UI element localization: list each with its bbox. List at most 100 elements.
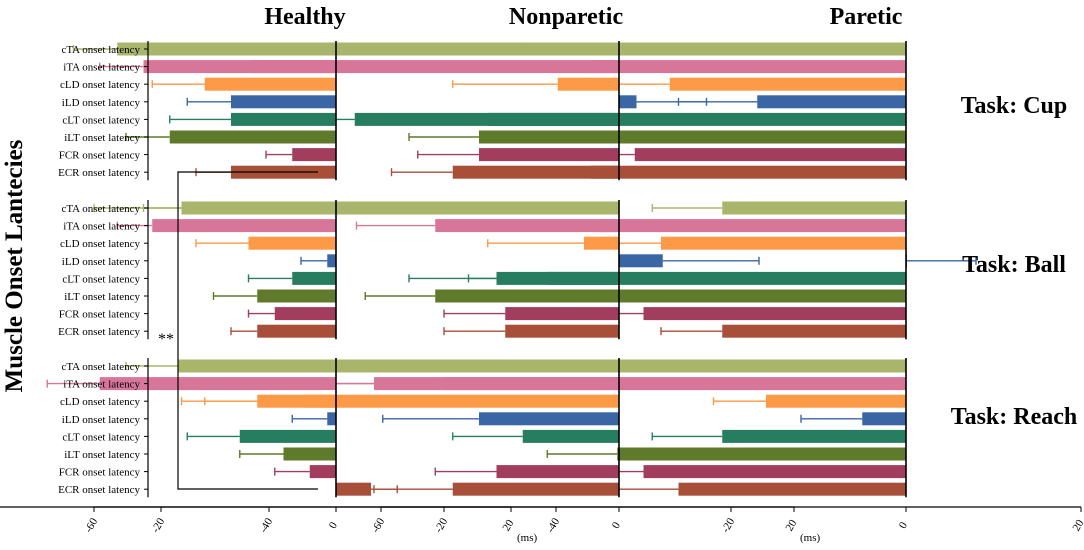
significance-marker: ** — [158, 331, 174, 348]
bar-paretic-task-cup-ita-onset-latency — [591, 60, 906, 74]
bar-healthy-task-reach-ita-onset-latency — [99, 377, 336, 391]
bar-paretic-task-cup-cta-onset-latency — [617, 42, 906, 56]
title-paretic: Paretic — [830, 4, 903, 30]
x-tick-label: -20 — [433, 516, 451, 535]
x-tick-label: 20 — [783, 517, 799, 533]
bar-paretic-task-cup-cld-onset-latency — [669, 77, 906, 91]
bar-paretic-task-reach-ita-onset-latency — [442, 377, 906, 391]
x-tick-label: 0 — [327, 520, 340, 531]
category-label-ita-onset-latency: iTA onset latency — [63, 379, 140, 391]
bar-paretic-task-reach-clt-onset-latency — [722, 429, 906, 443]
bar-paretic-task-ball-cta-onset-latency — [722, 201, 906, 215]
category-label-ecr-onset-latency: ECR onset latency — [58, 167, 140, 179]
bar-nonparetic-task-reach-clt-onset-latency — [522, 429, 619, 443]
label-task-cup: Task: Cup — [961, 93, 1068, 119]
bar-healthy-task-cup-ild-onset-latency — [231, 95, 336, 109]
bar-healthy-task-ball-clt-onset-latency — [292, 271, 336, 285]
bar-paretic-task-reach-cta-onset-latency — [529, 359, 906, 373]
bar-healthy-task-reach-fcr-onset-latency — [309, 465, 336, 479]
category-label-ild-onset-latency: iLD onset latency — [62, 414, 141, 426]
category-label-cta-onset-latency: cTA onset latency — [61, 44, 140, 56]
category-label-ild-onset-latency: iLD onset latency — [62, 97, 141, 109]
category-label-ita-onset-latency: iTA onset latency — [63, 62, 140, 74]
axes-layer — [0, 41, 1082, 512]
category-label-fcr-onset-latency: FCR onset latency — [59, 467, 141, 479]
category-label-ecr-onset-latency: ECR onset latency — [58, 326, 140, 338]
title-healthy: Healthy — [264, 4, 345, 30]
bar-nonparetic-task-cup-cld-onset-latency — [557, 77, 619, 91]
category-label-ecr-onset-latency: ECR onset latency — [58, 484, 140, 496]
x-unit-label: (ms) — [800, 532, 821, 544]
bar-paretic-task-cup-ilt-onset-latency — [556, 130, 906, 144]
label-task-reach: Task: Reach — [951, 404, 1077, 430]
bar-healthy-task-reach-ilt-onset-latency — [283, 447, 336, 461]
bar-paretic-task-cup-fcr-onset-latency — [634, 148, 906, 162]
category-label-ilt-onset-latency: iLT onset latency — [64, 291, 140, 303]
x-tick-label: -60 — [370, 516, 388, 535]
category-label-ita-onset-latency: iTA onset latency — [63, 221, 140, 233]
bar-nonparetic-task-cup-cta-onset-latency — [295, 42, 619, 56]
bar-healthy-task-reach-ecr-onset-latency — [336, 482, 371, 496]
category-label-fcr-onset-latency: FCR onset latency — [59, 309, 141, 321]
bar-healthy-task-cup-ilt-onset-latency — [169, 130, 336, 144]
bar-healthy-task-reach-ild-onset-latency — [327, 412, 336, 426]
bar-paretic-task-ball-fcr-onset-latency — [643, 307, 906, 321]
x-tick-label: -20 — [150, 516, 168, 535]
title-nonparetic: Nonparetic — [509, 4, 624, 30]
bar-paretic-task-ball-cld-onset-latency — [661, 236, 906, 250]
bar-paretic-task-reach-ecr-onset-latency — [678, 482, 906, 496]
bar-paretic-task-ball-ita-onset-latency — [599, 219, 906, 233]
bar-healthy-task-ball-ild-onset-latency — [327, 254, 336, 268]
x-tick-label: -20 — [720, 516, 738, 535]
category-label-ilt-onset-latency: iLT onset latency — [64, 132, 140, 144]
category-label-clt-onset-latency: cLT onset latency — [62, 431, 140, 443]
bar-nonparetic-task-ball-cta-onset-latency — [181, 201, 619, 215]
bar-healthy-task-ball-fcr-onset-latency — [274, 307, 336, 321]
bar-healthy-task-cup-fcr-onset-latency — [292, 148, 336, 162]
bar-nonparetic-task-ball-ild-onset-latency — [619, 254, 663, 268]
category-label-cld-onset-latency: cLD onset latency — [60, 79, 141, 91]
x-tick-label: 20 — [1070, 517, 1084, 533]
bar-paretic-task-reach-ilt-onset-latency — [617, 447, 906, 461]
x-tick-label: 0 — [610, 520, 623, 531]
category-label-clt-onset-latency: cLT onset latency — [62, 273, 140, 285]
bar-healthy-task-ball-ilt-onset-latency — [257, 289, 336, 303]
bar-nonparetic-task-reach-ecr-onset-latency — [452, 482, 619, 496]
bar-healthy-task-cup-clt-onset-latency — [231, 112, 336, 126]
bar-paretic-task-cup-ecr-onset-latency — [591, 165, 906, 179]
bar-nonparetic-task-ball-fcr-onset-latency — [505, 307, 619, 321]
bars-layer — [46, 42, 977, 496]
bar-nonparetic-task-ball-ecr-onset-latency — [505, 324, 619, 338]
bar-paretic-task-reach-fcr-onset-latency — [643, 465, 906, 479]
category-label-cld-onset-latency: cLD onset latency — [60, 396, 141, 408]
x-tick-label: 0 — [897, 520, 910, 531]
significance-bracket — [177, 171, 318, 490]
bar-healthy-task-ball-ita-onset-latency — [152, 219, 336, 233]
category-label-ilt-onset-latency: iLT onset latency — [64, 449, 140, 461]
bar-healthy-task-reach-clt-onset-latency — [239, 429, 336, 443]
bar-healthy-task-ball-cld-onset-latency — [248, 236, 336, 250]
bar-nonparetic-task-ball-ilt-onset-latency — [435, 289, 619, 303]
category-label-cta-onset-latency: cTA onset latency — [61, 361, 140, 373]
category-label-fcr-onset-latency: FCR onset latency — [59, 150, 141, 162]
category-label-cld-onset-latency: cLD onset latency — [60, 238, 141, 250]
x-tick-label: -40 — [258, 516, 276, 535]
category-label-clt-onset-latency: cLT onset latency — [62, 114, 140, 126]
bar-paretic-task-ball-ecr-onset-latency — [722, 324, 906, 338]
category-label-ild-onset-latency: iLD onset latency — [62, 256, 141, 268]
bar-paretic-task-ball-ilt-onset-latency — [591, 289, 906, 303]
category-label-cta-onset-latency: cTA onset latency — [61, 203, 140, 215]
bar-paretic-task-cup-clt-onset-latency — [354, 112, 906, 126]
bar-healthy-task-ball-ecr-onset-latency — [257, 324, 336, 338]
bar-paretic-task-ball-clt-onset-latency — [547, 271, 906, 285]
bar-nonparetic-task-cup-ild-onset-latency — [619, 95, 637, 109]
bar-nonparetic-task-reach-ild-onset-latency — [479, 412, 619, 426]
y-axis-label: Muscle Onset Lantecies — [1, 139, 28, 392]
bar-nonparetic-task-reach-cld-onset-latency — [304, 394, 619, 408]
text-layer: -60-40-20020(ms)-60-40-20020(ms)-60-40-2… — [1, 4, 1084, 544]
bar-paretic-task-reach-cld-onset-latency — [766, 394, 906, 408]
bar-nonparetic-task-reach-fcr-onset-latency — [496, 465, 619, 479]
x-unit-label: (ms) — [517, 532, 538, 544]
x-tick-label: -60 — [83, 516, 101, 535]
label-task-ball: Task: Ball — [962, 252, 1066, 278]
